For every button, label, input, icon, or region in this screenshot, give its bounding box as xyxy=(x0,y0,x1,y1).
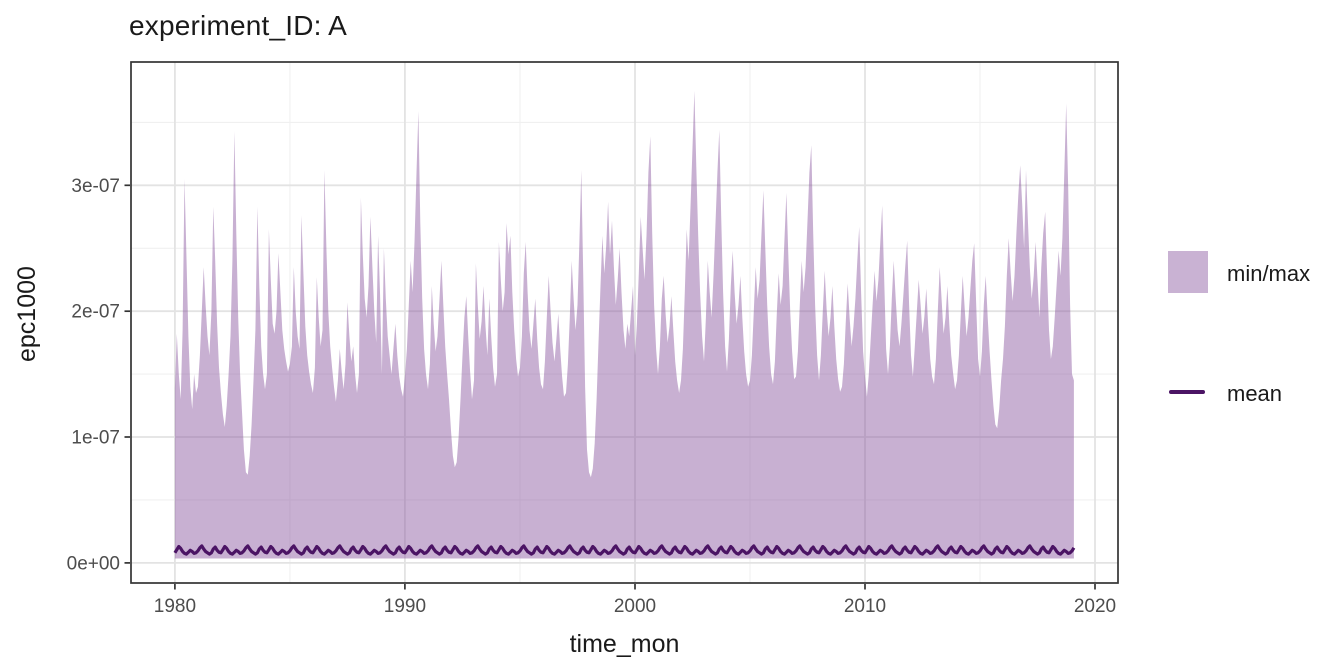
x-tick-label: 1980 xyxy=(154,596,196,617)
plot-title: experiment_ID: A xyxy=(129,10,347,41)
x-tick-label: 2000 xyxy=(614,596,656,617)
x-axis-title: time_mon xyxy=(569,630,680,658)
x-tick-label: 1990 xyxy=(384,596,426,617)
y-tick-label: 1e-07 xyxy=(71,428,120,449)
mean-line xyxy=(173,544,1076,556)
legend-mean-label: mean xyxy=(1227,381,1283,406)
legend-mean-line-key xyxy=(1169,390,1205,394)
y-tick-label: 2e-07 xyxy=(71,302,120,323)
panel-border xyxy=(130,61,1119,584)
y-tick-label: 0e+00 xyxy=(67,553,120,574)
x-tick-label: 2020 xyxy=(1074,596,1116,617)
minmax-ribbon xyxy=(174,90,1074,559)
legend-minmax-swatch xyxy=(1168,251,1208,293)
legend-minmax-label: min/max xyxy=(1227,261,1311,286)
panel-background xyxy=(131,62,1118,583)
x-tick-label: 2010 xyxy=(844,596,886,617)
y-tick-label: 3e-07 xyxy=(71,176,120,197)
legend: min/max mean xyxy=(1168,251,1338,411)
